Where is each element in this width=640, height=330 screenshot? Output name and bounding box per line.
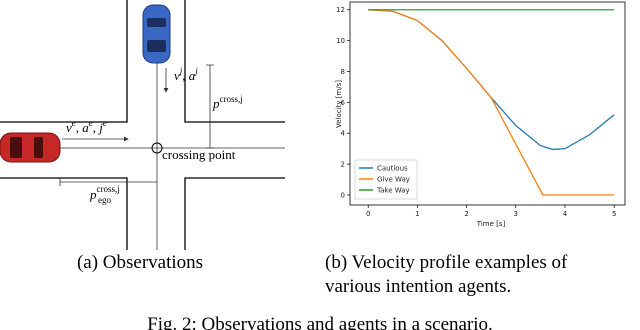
y-tick-label: 10: [336, 37, 345, 45]
x-tick-label: 3: [514, 210, 518, 218]
legend-label: Cautious: [377, 165, 408, 173]
label-part: cross,j: [220, 94, 243, 104]
label-part: e: [89, 118, 93, 128]
plot-frame: [349, 1, 626, 206]
y-tick-label: 4: [341, 130, 346, 138]
legend-label: Take Way: [376, 187, 410, 195]
subcaption: various intention agents.: [325, 276, 511, 297]
agent-label: vj, aj: [174, 66, 198, 83]
ego-distance-bracket: [59, 178, 157, 186]
ego-distance-label: pcross,j ego: [89, 184, 120, 205]
series-line: [368, 9, 615, 196]
crossing-point-label: crossing point: [162, 147, 236, 162]
x-tick-label: 1: [415, 210, 419, 218]
blue-car: [142, 4, 171, 64]
label-part: e: [103, 118, 107, 128]
ego-label: ve, ae, je: [66, 118, 107, 135]
label-part: , a: [182, 68, 196, 83]
label-part: , j: [93, 120, 104, 135]
intersection-diagram: vj, aj pcross,j ve, ae, je crossing poin…: [0, 0, 285, 250]
x-tick-label: 4: [563, 210, 568, 218]
label-part: , a: [76, 120, 90, 135]
crossing-point-marker: [151, 142, 163, 154]
x-tick-label: 0: [366, 210, 370, 218]
label-part: p: [212, 96, 220, 111]
y-tick-label: 8: [341, 68, 345, 76]
x-tick-label: 5: [612, 210, 616, 218]
agent-distance-bracket: [206, 64, 214, 149]
label-part: ego: [98, 195, 111, 205]
subcaption: (b) Velocity profile examples of: [325, 252, 568, 273]
y-tick-label: 2: [341, 161, 345, 169]
label-part: v: [174, 68, 180, 83]
label-part: cross,j: [97, 184, 120, 194]
label-part: e: [72, 118, 76, 128]
label-part: p: [89, 187, 97, 202]
y-axis-label: Velocity [m/s]: [335, 80, 343, 128]
agent-distance-label: pcross,j: [212, 94, 243, 111]
x-axis-label: Time [s]: [476, 220, 506, 228]
figure-caption: Fig. 2: Observations and agents in a sce…: [147, 314, 493, 330]
y-tick-label: 0: [341, 191, 345, 199]
y-tick-label: 6: [341, 99, 346, 107]
red-car: [0, 132, 61, 163]
label-part: v: [66, 120, 72, 135]
legend-label: Give Way: [377, 176, 410, 184]
x-tick-label: 2: [464, 210, 468, 218]
road-edges: [0, 0, 285, 250]
y-tick-label: 12: [336, 6, 345, 14]
series-line: [368, 9, 615, 151]
label-part: j: [179, 66, 183, 76]
label-part: j: [194, 66, 198, 76]
subcaption: (a) Observations: [77, 252, 203, 273]
